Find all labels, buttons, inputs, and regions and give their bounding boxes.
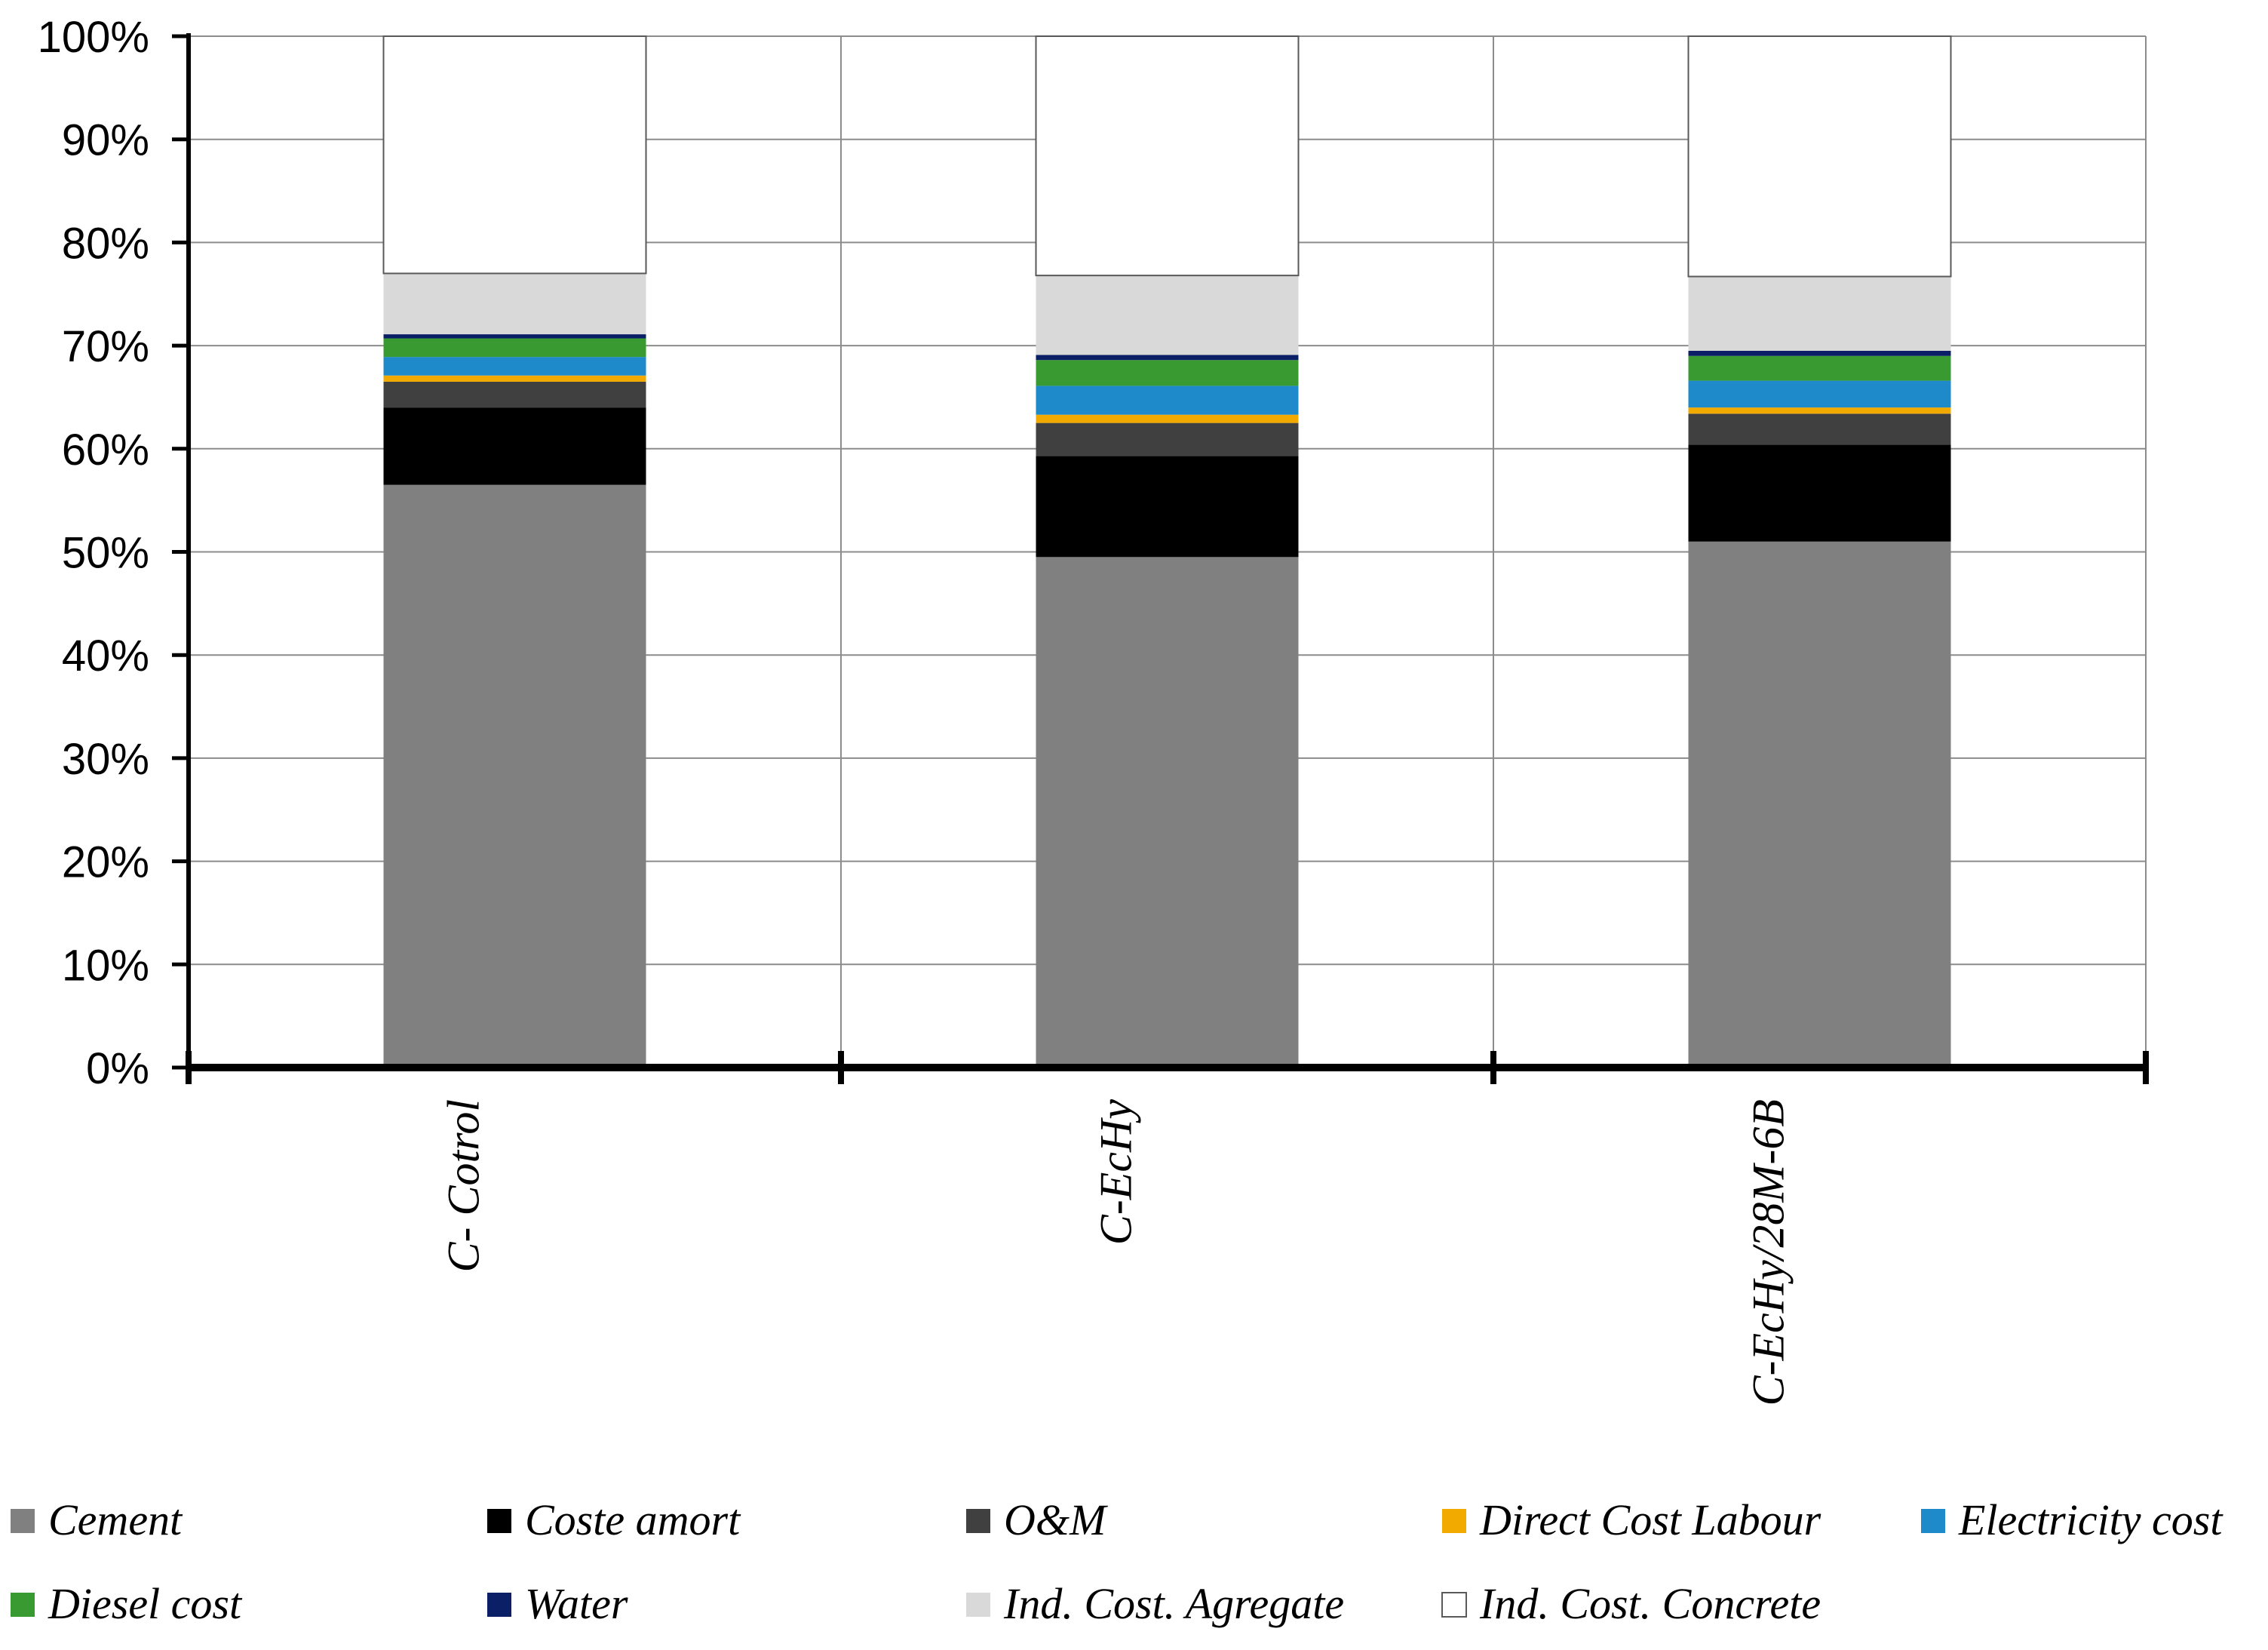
y-tick-label: 30% [62, 735, 149, 784]
bar-segment [1688, 413, 1951, 445]
y-tick-label: 50% [62, 529, 149, 578]
y-tick-label: 20% [62, 838, 149, 887]
bar-segment [1688, 541, 1951, 1068]
bar-segment [1036, 275, 1299, 355]
y-tick-label: 60% [62, 426, 149, 475]
bar-segment [1688, 380, 1951, 408]
bar-segment [1688, 407, 1951, 414]
bar-segment [1036, 414, 1299, 423]
bar-segment [383, 407, 646, 485]
y-axis-tick-labels: 0% 10% 20% 30% 40% 50% 60% 70% 80% 90% 100% [38, 13, 149, 1093]
y-tick-label: 90% [62, 116, 149, 165]
legend-label: Coste amort [525, 1495, 741, 1544]
bar-segment [383, 334, 646, 339]
axes [186, 33, 2149, 1084]
legend-swatch [487, 1509, 511, 1533]
x-tick-label: C-EcHy [1091, 1099, 1141, 1246]
bar-segment [1036, 456, 1299, 558]
bar-segment [1036, 422, 1299, 456]
bar-segment [383, 273, 646, 335]
legend-label: Electricity cost [1958, 1495, 2223, 1544]
bar-segment [1036, 386, 1299, 415]
y-tick-label: 0% [86, 1044, 149, 1093]
bar-segment [382, 35, 647, 275]
bars [382, 35, 1952, 1068]
y-tick-label: 70% [62, 322, 149, 371]
bar-segment [1687, 35, 1952, 278]
legend-swatch [1441, 1592, 1467, 1618]
legend: Cement Coste amort O&M Direct Cost Labour El… [11, 1495, 2223, 1628]
bar-segment [1036, 557, 1299, 1068]
legend-label: Ind. Cost. Agregate [1003, 1579, 1344, 1628]
legend-swatch [966, 1509, 990, 1533]
legend-swatch [487, 1593, 511, 1617]
legend-label: Direct Cost Labour [1479, 1495, 1821, 1544]
bar-segment [1688, 444, 1951, 542]
y-tick-label: 80% [62, 219, 149, 268]
bar-segment [1036, 360, 1299, 386]
bar-segment [383, 381, 646, 408]
legend-label: Cement [48, 1495, 183, 1544]
legend-swatch [11, 1593, 35, 1617]
legend-swatch [1442, 1509, 1466, 1533]
bar-segment [1036, 355, 1299, 361]
legend-label: Diesel cost [48, 1579, 243, 1628]
bar-segment [1688, 350, 1951, 356]
x-tick-label: C- Cotrol [439, 1099, 489, 1272]
y-tick-label: 100% [38, 13, 149, 62]
legend-swatch [966, 1593, 990, 1617]
x-tick-label: C-EcHy/28M-6B [1744, 1099, 1794, 1406]
bar-segment [383, 375, 646, 382]
bar-segment [383, 357, 646, 376]
legend-label: Water [525, 1579, 628, 1628]
legend-label: O&M [1004, 1495, 1108, 1544]
x-axis-tick-labels: C- Cotrol C-EcHy C-EcHy/28M-6B [439, 1099, 1794, 1406]
legend-label: Ind. Cost. Concrete [1479, 1579, 1821, 1628]
bar-segment [1035, 35, 1300, 277]
legend-swatch [1921, 1509, 1945, 1533]
bar-segment [383, 338, 646, 358]
bar-segment [1688, 355, 1951, 381]
y-tick-label: 10% [62, 941, 149, 990]
legend-swatch [11, 1509, 35, 1533]
bar-segment [383, 484, 646, 1068]
bar-segment [1688, 276, 1951, 351]
y-tick-label: 40% [62, 631, 149, 681]
